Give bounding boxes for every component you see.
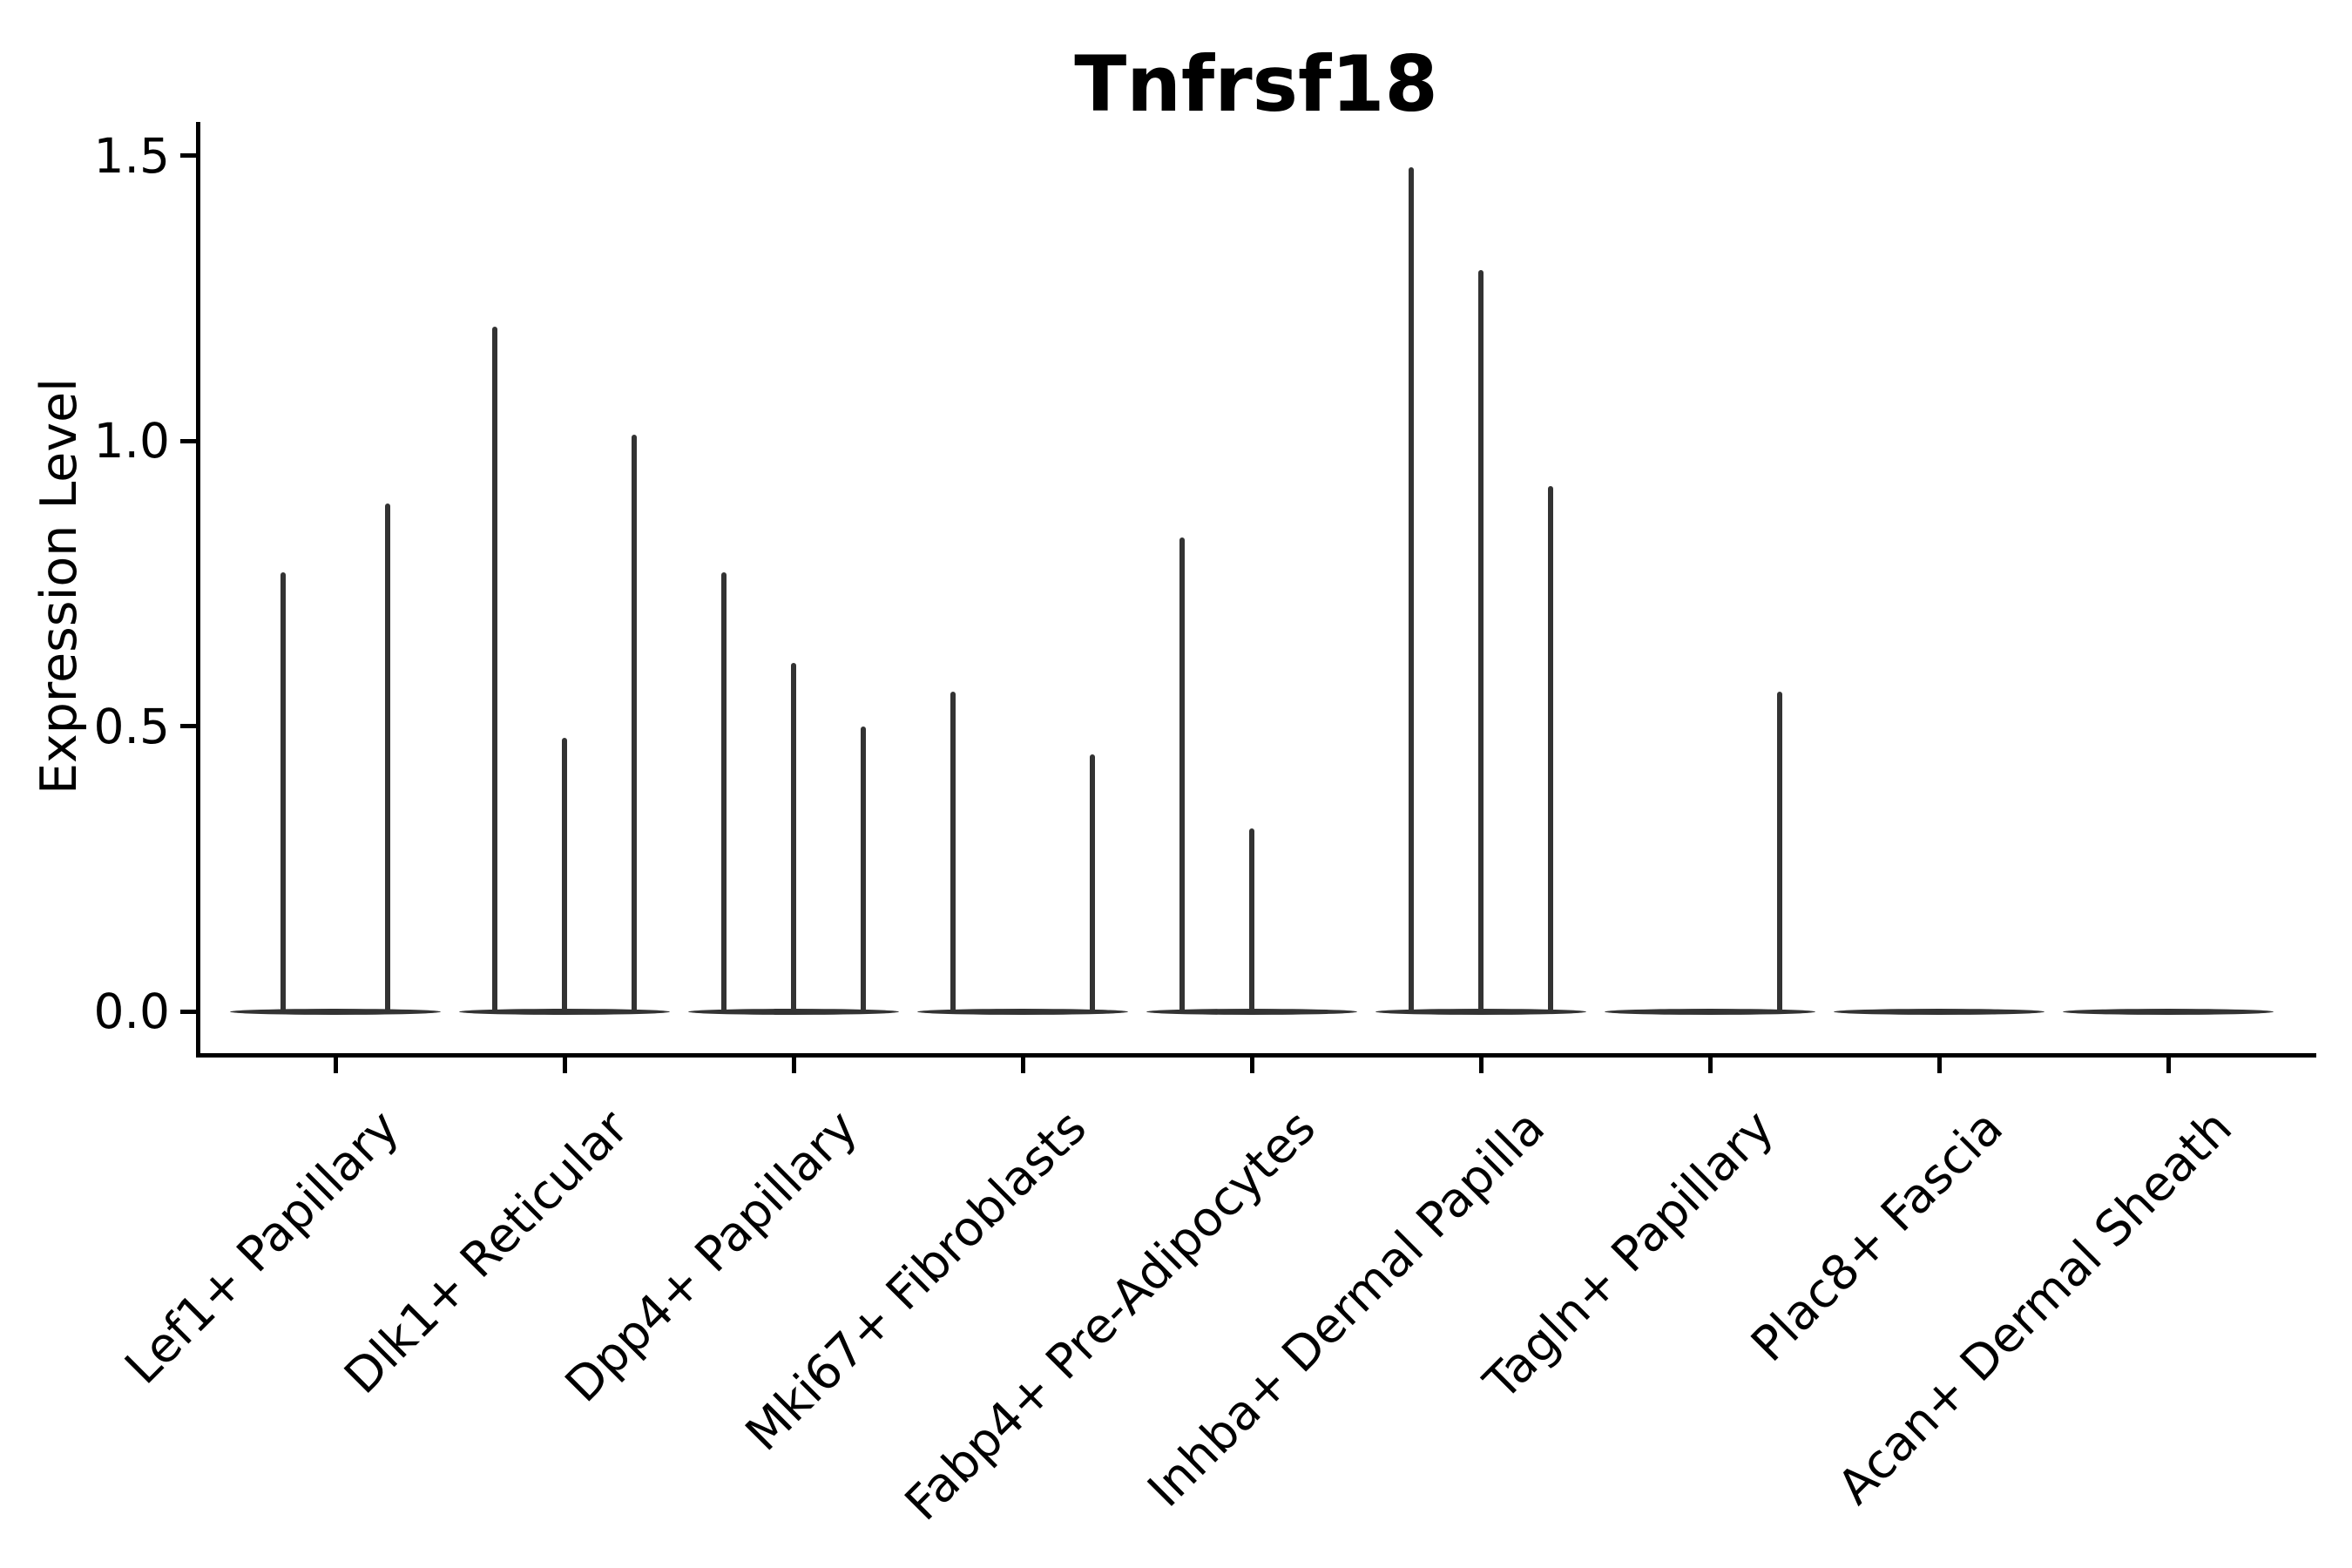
violin-spike — [950, 692, 956, 1014]
x-tick — [1478, 1058, 1484, 1073]
violin-spike — [1179, 537, 1185, 1014]
x-tick — [333, 1058, 338, 1073]
y-tick-label: 0.0 — [93, 983, 170, 1039]
x-tick — [2166, 1058, 2171, 1073]
violin-spike — [632, 435, 637, 1014]
y-tick-label: 1.5 — [93, 127, 170, 184]
violin-baseline — [2063, 1008, 2274, 1015]
violin-spike — [1548, 486, 1553, 1014]
x-tick — [791, 1058, 796, 1073]
violin-spike — [861, 726, 866, 1014]
violin-spike — [1090, 754, 1095, 1014]
x-tick — [1936, 1058, 1942, 1073]
violin-baseline — [1834, 1008, 2044, 1015]
x-axis-line — [196, 1053, 2316, 1058]
violin-spike — [562, 737, 567, 1014]
x-tick — [1707, 1058, 1713, 1073]
y-tick — [180, 1009, 196, 1014]
violin-spike — [280, 571, 286, 1014]
violin-baseline — [230, 1008, 441, 1015]
violin-baseline — [1605, 1008, 1815, 1015]
violin-spike — [1478, 269, 1484, 1014]
violin-spike — [1777, 692, 1782, 1014]
violin-spike — [1249, 828, 1254, 1014]
y-tick — [180, 438, 196, 443]
violin-baseline — [917, 1008, 1128, 1015]
x-tick — [1020, 1058, 1025, 1073]
violin-spike — [1409, 166, 1414, 1014]
violin-spike — [492, 327, 497, 1014]
y-tick-label: 0.5 — [93, 698, 170, 754]
y-tick — [180, 724, 196, 728]
violin-spike — [791, 663, 796, 1014]
x-tick — [1249, 1058, 1254, 1073]
y-tick — [180, 153, 196, 158]
y-axis-line — [196, 122, 200, 1058]
y-axis-label: Expression Level — [30, 378, 88, 794]
plot-title: Tnfrsf18 — [1074, 39, 1438, 129]
x-tick — [562, 1058, 567, 1073]
y-tick-label: 1.0 — [93, 413, 170, 469]
violin-spike — [721, 571, 727, 1014]
violin-spike — [385, 504, 390, 1014]
